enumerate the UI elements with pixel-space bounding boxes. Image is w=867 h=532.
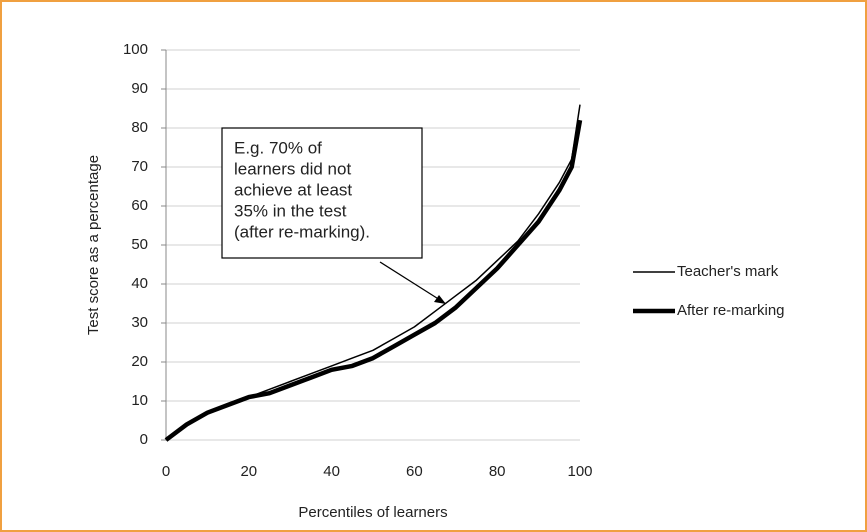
y-tick-label: 100	[123, 41, 148, 58]
y-axis-label: Test score as a percentage	[85, 155, 102, 335]
x-tick-label: 40	[323, 463, 340, 480]
legend-label: Teacher's mark	[677, 263, 779, 280]
y-tick-label: 50	[131, 236, 148, 253]
y-tick-label: 60	[131, 197, 148, 214]
arrow-head	[434, 295, 446, 304]
y-tick-label: 40	[131, 275, 148, 292]
annotation-line: E.g. 70% of	[234, 138, 322, 157]
annotation-line: achieve at least	[234, 180, 352, 199]
annotation-line: (after re-marking).	[234, 222, 370, 241]
x-tick-label: 100	[567, 463, 592, 480]
y-tick-label: 0	[140, 431, 148, 448]
y-tick-label: 10	[131, 392, 148, 409]
y-tick-label: 70	[131, 158, 148, 175]
y-tick-label: 30	[131, 314, 148, 331]
y-tick-label: 90	[131, 80, 148, 97]
x-tick-label: 80	[489, 463, 506, 480]
legend-label: After re-marking	[677, 302, 785, 319]
x-tick-label: 0	[162, 463, 170, 480]
y-tick-label: 20	[131, 353, 148, 370]
x-tick-label: 20	[240, 463, 257, 480]
y-tick-label: 80	[131, 119, 148, 136]
x-axis-label: Percentiles of learners	[298, 504, 447, 521]
annotation: E.g. 70% of learners did not achieve at le…	[234, 138, 370, 241]
annotation-arrow	[379, 261, 441, 301]
annotation-line: 35% in the test	[234, 201, 347, 220]
x-tick-label: 60	[406, 463, 423, 480]
legend: Teacher's mark After re-marking	[633, 263, 785, 319]
annotation-box	[221, 127, 423, 259]
annotation-line: learners did not	[234, 159, 351, 178]
series-line	[164, 119, 583, 442]
